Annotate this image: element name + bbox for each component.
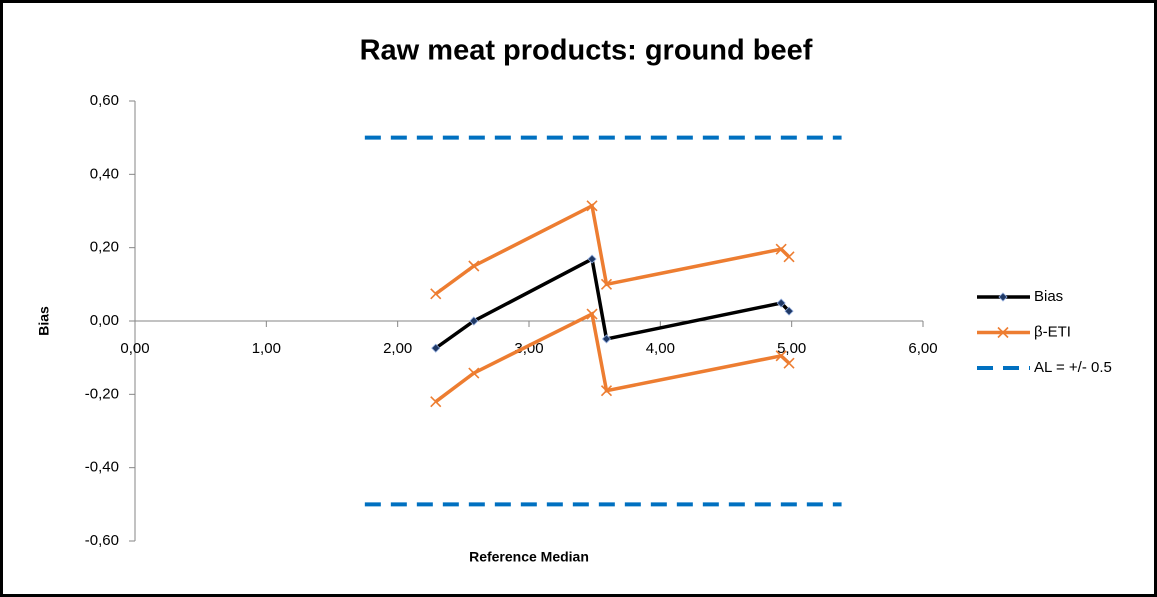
point — [600, 278, 613, 290]
legend-label: β-ETI — [1034, 323, 1071, 340]
x-tick-label: 6,00 — [908, 340, 937, 357]
x-axis-title: Reference Median — [469, 549, 589, 565]
x-tick-label: 4,00 — [646, 340, 675, 357]
point — [783, 357, 795, 369]
x-tick-label: 1,00 — [252, 340, 281, 357]
y-tick-label: -0,60 — [85, 532, 119, 549]
y-tick-label: 0,40 — [90, 165, 119, 182]
point — [430, 396, 442, 408]
y-axis-title: Bias — [36, 306, 52, 336]
y-tick-label: 0,60 — [90, 92, 119, 109]
legend-marker — [997, 326, 1009, 339]
legend-label: Bias — [1034, 288, 1063, 305]
point — [430, 288, 442, 300]
x-tick-label: 2,00 — [383, 340, 412, 357]
point — [469, 316, 479, 326]
y-tick-label: 0,20 — [90, 239, 119, 256]
point — [468, 260, 480, 272]
x-tick-label: 3,00 — [514, 340, 543, 357]
x-tick-label: 0,00 — [120, 340, 149, 357]
y-tick-label: 0,00 — [90, 312, 119, 329]
y-tick-label: -0,20 — [85, 385, 119, 402]
point — [587, 254, 597, 264]
point — [783, 251, 795, 263]
point — [431, 343, 441, 353]
legend-label: AL = +/- 0.5 — [1034, 359, 1112, 376]
legend-marker — [998, 292, 1008, 302]
chart-title: Raw meat products: ground beef — [360, 35, 813, 67]
point — [601, 334, 612, 344]
point — [776, 298, 786, 308]
point — [784, 306, 794, 316]
point — [468, 367, 480, 379]
point — [586, 308, 598, 320]
point — [586, 200, 598, 212]
point — [600, 385, 613, 397]
y-tick-label: -0,40 — [85, 459, 119, 476]
